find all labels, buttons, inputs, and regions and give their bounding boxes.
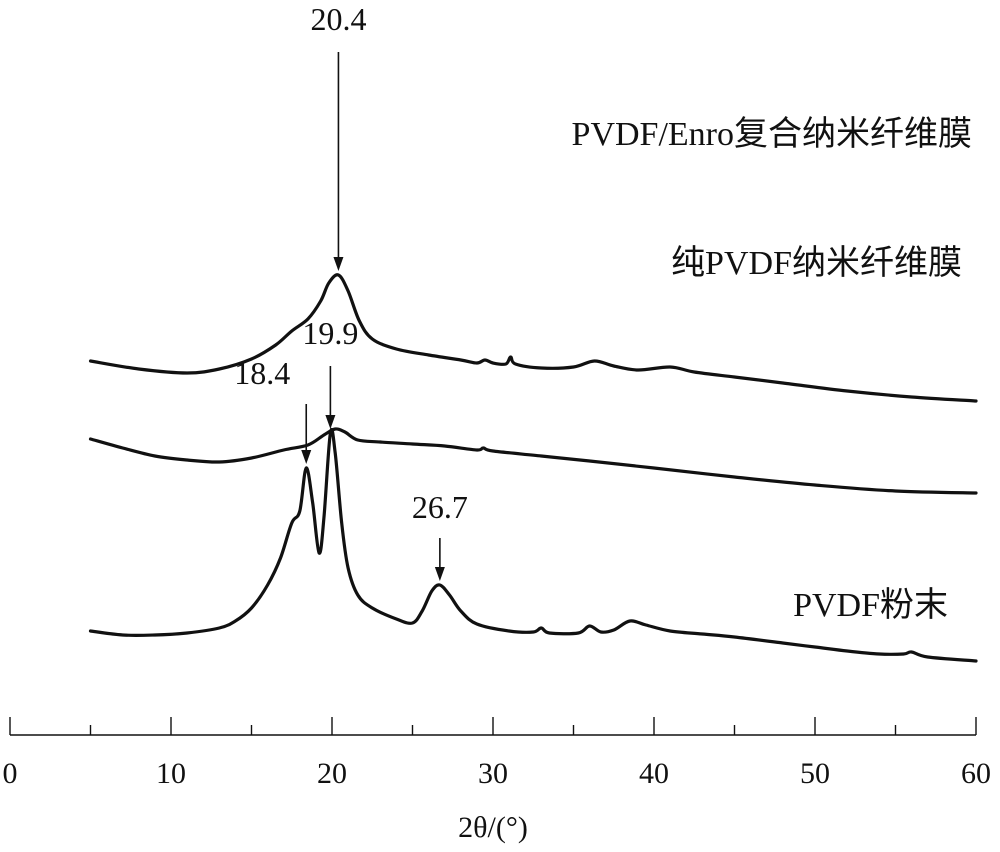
x-axis-title: 2θ/(°) <box>458 811 528 844</box>
xrd-curve-pure-pvdf-membrane <box>88 427 978 495</box>
peak-label: 20.4 <box>310 1 366 37</box>
x-tick-label: 50 <box>800 757 830 790</box>
x-tick-label: 60 <box>961 757 991 790</box>
peak-arrow-head <box>434 567 445 581</box>
curves-layer <box>88 273 978 663</box>
annotations-layer: 20.4 18.4 19.9 26.7 <box>234 1 468 581</box>
peak-label: 18.4 <box>234 355 290 391</box>
label-pvdf-powder: PVDF粉末 <box>793 586 948 624</box>
x-ticks: 0 10 20 30 40 50 60 <box>3 717 991 790</box>
peak-arrow-head <box>301 450 312 464</box>
label-pvdf-enro-membrane: PVDF/Enro复合纳米纤维膜 <box>572 115 972 153</box>
x-axis: 0 10 20 30 40 50 60 2θ/(°) <box>3 717 991 844</box>
xrd-curve-pvdf-powder <box>88 427 978 663</box>
peak-arrow-head <box>325 415 336 429</box>
peak-annotation-19-9: 19.9 <box>302 315 358 429</box>
x-tick-label: 30 <box>478 757 508 790</box>
x-tick-label: 40 <box>639 757 669 790</box>
x-tick-label: 20 <box>317 757 347 790</box>
x-tick-label: 10 <box>156 757 186 790</box>
x-tick-label: 0 <box>3 757 18 790</box>
peak-label: 19.9 <box>302 315 358 351</box>
peak-annotation-18-4: 18.4 <box>234 355 312 464</box>
peak-annotation-20-4: 20.4 <box>310 1 366 271</box>
peak-arrow-head <box>333 257 344 271</box>
peak-label: 26.7 <box>412 489 468 525</box>
peak-annotation-26-7: 26.7 <box>412 489 468 581</box>
label-pure-pvdf-membrane: 纯PVDF纳米纤维膜 <box>671 244 962 282</box>
xrd-curve-pvdf-enro-membrane <box>88 273 978 403</box>
